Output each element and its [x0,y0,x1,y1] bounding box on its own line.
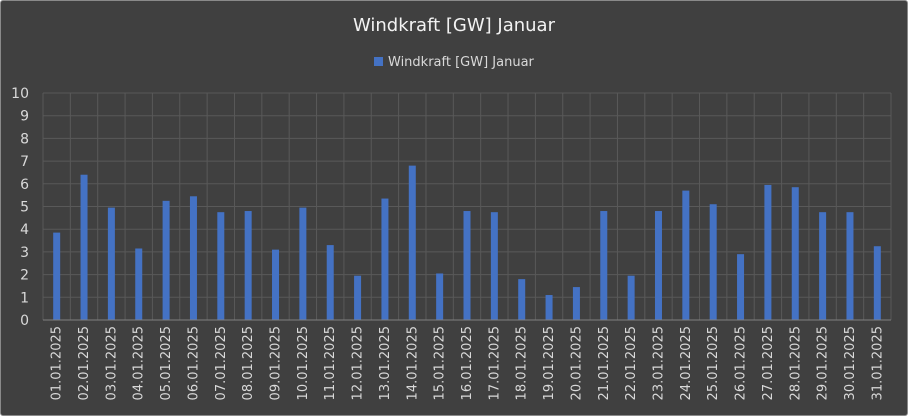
bar-11.01.2025 [326,245,334,320]
y-tick-label: 0 [20,313,29,329]
chart-title: Windkraft [GW] Januar [353,15,556,36]
bar-14.01.2025 [408,165,416,320]
bar-08.01.2025 [244,211,252,320]
y-tick-label: 5 [20,200,29,216]
x-tick-label: 26.01.2025 [734,326,749,400]
y-tick-label: 7 [20,154,29,170]
bar-26.01.2025 [737,254,745,320]
y-tick-label: 4 [20,222,29,238]
bar-03.01.2025 [107,207,115,320]
bar-29.01.2025 [819,212,827,320]
x-tick-label: 03.01.2025 [104,326,119,400]
y-tick-label: 9 [20,109,29,125]
x-tick-label: 10.01.2025 [296,326,311,400]
bar-01.01.2025 [53,232,61,320]
bar-02.01.2025 [80,174,88,320]
x-tick-label: 23.01.2025 [651,326,666,400]
x-tick-label: 01.01.2025 [50,326,65,400]
y-tick-label: 8 [20,131,29,147]
bar-24.01.2025 [682,190,690,320]
bar-30.01.2025 [846,212,854,320]
x-tick-label: 08.01.2025 [241,326,256,400]
x-tick-label: 20.01.2025 [569,326,584,400]
x-tick-label: 21.01.2025 [597,326,612,400]
x-tick-label: 25.01.2025 [706,326,721,400]
bar-18.01.2025 [518,279,526,320]
x-tick-label: 07.01.2025 [214,326,229,400]
x-tick-label: 16.01.2025 [460,326,475,400]
x-tick-label: 14.01.2025 [405,326,420,400]
x-tick-label: 15.01.2025 [433,326,448,400]
x-tick-label: 12.01.2025 [351,326,366,400]
x-tick-label: 31.01.2025 [870,326,885,400]
bar-21.01.2025 [600,211,608,320]
bar-04.01.2025 [135,248,143,320]
y-axis-ticks: 0 1 2 3 4 5 6 7 8 9 10 [11,86,29,329]
y-tick-label: 6 [20,177,29,193]
bars [53,165,881,320]
bar-15.01.2025 [436,273,444,320]
bar-22.01.2025 [627,275,635,320]
x-tick-label: 09.01.2025 [269,326,284,400]
y-tick-label: 1 [20,290,29,306]
bar-13.01.2025 [381,198,389,320]
bar-19.01.2025 [545,295,553,320]
bar-06.01.2025 [189,196,197,320]
x-tick-label: 28.01.2025 [788,326,803,400]
x-tick-label: 06.01.2025 [186,326,201,400]
legend: Windkraft [GW] Januar [374,55,535,70]
bar-20.01.2025 [572,287,580,320]
x-tick-label: 22.01.2025 [624,326,639,400]
y-tick-label: 3 [20,245,29,261]
x-tick-label: 05.01.2025 [159,326,174,400]
x-axis-ticks: 01.01.2025 02.01.2025 03.01.2025 04.01.2025… [50,326,886,400]
x-tick-label: 30.01.2025 [843,326,858,400]
x-tick-label: 27.01.2025 [761,326,776,400]
x-tick-label: 29.01.2025 [816,326,831,400]
bar-10.01.2025 [299,207,307,320]
bar-07.01.2025 [217,212,225,320]
x-tick-label: 17.01.2025 [487,326,502,400]
x-tick-label: 19.01.2025 [542,326,557,400]
bar-25.01.2025 [709,204,717,320]
x-tick-label: 11.01.2025 [323,326,338,400]
x-tick-label: 18.01.2025 [515,326,530,400]
bar-16.01.2025 [463,211,471,320]
bar-05.01.2025 [162,200,170,320]
legend-swatch [374,57,383,66]
bar-12.01.2025 [354,275,362,320]
x-tick-label: 04.01.2025 [132,326,147,400]
bar-31.01.2025 [873,246,881,320]
y-tick-label: 2 [20,268,29,284]
gridlines [42,92,892,320]
bar-09.01.2025 [272,249,280,320]
x-tick-label: 24.01.2025 [679,326,694,400]
x-tick-label: 13.01.2025 [378,326,393,400]
x-tick-label: 02.01.2025 [77,326,92,400]
bar-28.01.2025 [791,187,799,320]
bar-17.01.2025 [490,212,498,320]
y-tick-label: 10 [11,86,29,102]
bar-23.01.2025 [654,211,662,320]
legend-label: Windkraft [GW] Januar [388,55,535,70]
bar-27.01.2025 [764,184,772,320]
